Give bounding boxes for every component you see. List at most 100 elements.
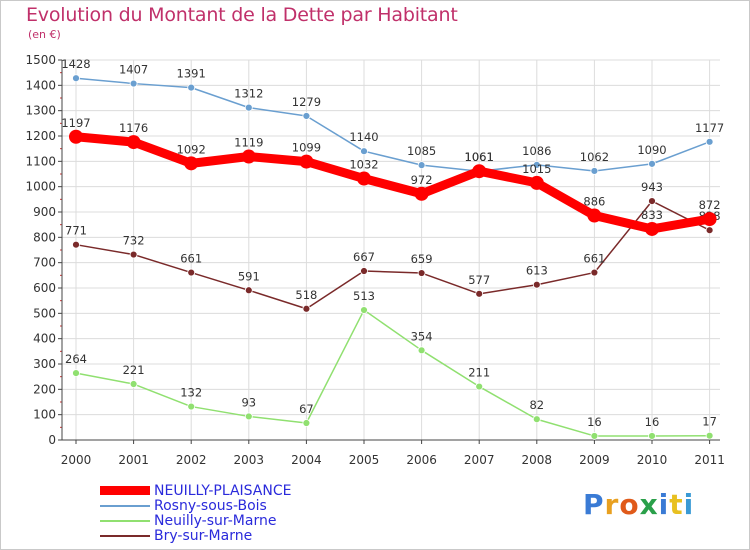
data-point-neuilly-plaisance [241, 149, 256, 164]
data-label-neuilly-sur-marne: 16 [645, 415, 660, 429]
chart-title: Evolution du Montant de la Dette par Hab… [26, 4, 458, 26]
data-point-bry-sur-marne [532, 280, 541, 289]
data-point-neuilly-plaisance [357, 171, 371, 186]
logo-letter: t [669, 488, 684, 521]
legend-swatch [100, 520, 150, 522]
data-point-neuilly-sur-marne [72, 369, 80, 378]
data-label-rosny-sous-bois: 1177 [695, 121, 724, 135]
x-tick-label: 2009 [579, 453, 610, 467]
y-tick-label: 1500 [25, 53, 56, 67]
x-tick-label: 2001 [118, 453, 149, 467]
data-label-bry-sur-marne: 577 [468, 273, 490, 287]
legend-label: Bry-sur-Marne [154, 528, 253, 544]
data-label-neuilly-plaisance: 1099 [292, 141, 321, 155]
data-point-rosny-sous-bois [648, 159, 656, 168]
y-tick-label: 1400 [25, 78, 56, 92]
legend-swatch [100, 535, 150, 537]
proxiti-logo: Proxiti [583, 488, 694, 521]
data-point-bry-sur-marne [360, 267, 368, 275]
data-point-rosny-sous-bois [302, 112, 311, 120]
data-label-bry-sur-marne: 943 [641, 180, 663, 194]
data-label-neuilly-sur-marne: 67 [299, 402, 314, 416]
series-line-neuilly-sur-marne [75, 309, 711, 437]
data-label-bry-sur-marne: 518 [295, 288, 317, 302]
data-point-neuilly-plaisance [69, 129, 83, 144]
data-label-bry-sur-marne: 659 [411, 252, 433, 266]
x-tick-label: 2011 [694, 453, 725, 467]
x-tick-label: 2004 [291, 453, 322, 467]
series-line-bry-sur-marne [75, 200, 711, 310]
y-tick-label: 900 [33, 205, 56, 219]
x-tick-label: 2002 [176, 453, 207, 467]
data-point-neuilly-sur-marne [244, 412, 253, 421]
data-point-neuilly-plaisance [414, 186, 429, 201]
y-tick-label: 1000 [25, 180, 56, 194]
data-label-bry-sur-marne: 732 [123, 234, 145, 248]
data-point-neuilly-sur-marne [187, 402, 196, 411]
data-point-neuilly-sur-marne [590, 432, 599, 440]
data-point-neuilly-sur-marne [302, 419, 311, 427]
logo-letter: r [604, 488, 620, 521]
data-point-neuilly-sur-marne [129, 380, 138, 388]
data-label-rosny-sous-bois: 1140 [349, 130, 378, 144]
y-tick-label: 700 [33, 256, 56, 270]
data-point-rosny-sous-bois [187, 83, 196, 92]
data-label-neuilly-sur-marne: 16 [587, 415, 602, 429]
x-tick-label: 2007 [464, 453, 495, 467]
data-point-neuilly-plaisance [184, 156, 199, 171]
unit-label: (en €) [28, 28, 61, 41]
data-point-bry-sur-marne [417, 269, 426, 277]
data-label-neuilly-plaisance: 972 [411, 173, 433, 187]
data-point-rosny-sous-bois [590, 167, 599, 175]
data-label-rosny-sous-bois: 1428 [61, 57, 90, 71]
data-point-bry-sur-marne [244, 286, 253, 295]
logo-letter: o [619, 488, 640, 521]
data-label-neuilly-plaisance: 1032 [349, 158, 378, 172]
data-point-bry-sur-marne [129, 250, 138, 259]
data-point-bry-sur-marne [72, 240, 80, 249]
data-label-rosny-sous-bois: 1279 [292, 95, 321, 109]
data-label-bry-sur-marne: 591 [238, 269, 260, 283]
y-tick-label: 300 [33, 357, 56, 371]
data-point-neuilly-plaisance [529, 175, 544, 190]
data-point-rosny-sous-bois [360, 147, 368, 156]
data-point-rosny-sous-bois [129, 79, 138, 88]
y-tick-label: 100 [33, 408, 56, 422]
data-point-neuilly-sur-marne [648, 432, 656, 440]
y-tick-label: 200 [33, 382, 56, 396]
data-point-bry-sur-marne [648, 197, 656, 206]
data-label-rosny-sous-bois: 1407 [119, 63, 148, 77]
data-label-neuilly-plaisance: 1119 [234, 136, 263, 150]
data-label-neuilly-sur-marne: 264 [65, 352, 87, 366]
y-tick-label: 400 [33, 332, 56, 346]
data-label-neuilly-sur-marne: 221 [123, 363, 145, 377]
data-point-neuilly-sur-marne [475, 382, 484, 391]
data-point-rosny-sous-bois [532, 160, 541, 169]
data-point-bry-sur-marne [590, 268, 599, 277]
data-label-neuilly-plaisance: 872 [699, 198, 721, 212]
x-tick-label: 2010 [637, 453, 668, 467]
data-point-bry-sur-marne [475, 289, 484, 298]
logo-letter: i [683, 488, 695, 521]
x-tick-label: 2008 [522, 453, 553, 467]
logo-letter: i [658, 488, 670, 521]
legend-label: Rosny-sous-Bois [154, 498, 267, 514]
data-label-bry-sur-marne: 661 [180, 252, 202, 266]
legend-swatch [100, 505, 150, 507]
data-point-neuilly-plaisance [702, 212, 717, 227]
y-tick-label: 1200 [25, 129, 56, 143]
logo-letter: x [639, 488, 659, 521]
x-tick-label: 2000 [61, 453, 92, 467]
legend-label: NEUILLY-PLAISANCE [154, 483, 292, 499]
data-label-rosny-sous-bois: 1086 [522, 144, 551, 158]
data-point-neuilly-sur-marne [360, 306, 368, 314]
y-tick-label: 1100 [25, 154, 56, 168]
data-label-neuilly-plaisance: 1176 [119, 121, 148, 135]
data-label-neuilly-plaisance: 1061 [465, 150, 494, 164]
data-point-neuilly-plaisance [645, 221, 659, 236]
data-point-rosny-sous-bois [705, 137, 714, 146]
y-tick-label: 800 [33, 230, 56, 244]
data-label-neuilly-plaisance: 886 [583, 195, 605, 209]
data-point-neuilly-sur-marne [532, 415, 541, 424]
